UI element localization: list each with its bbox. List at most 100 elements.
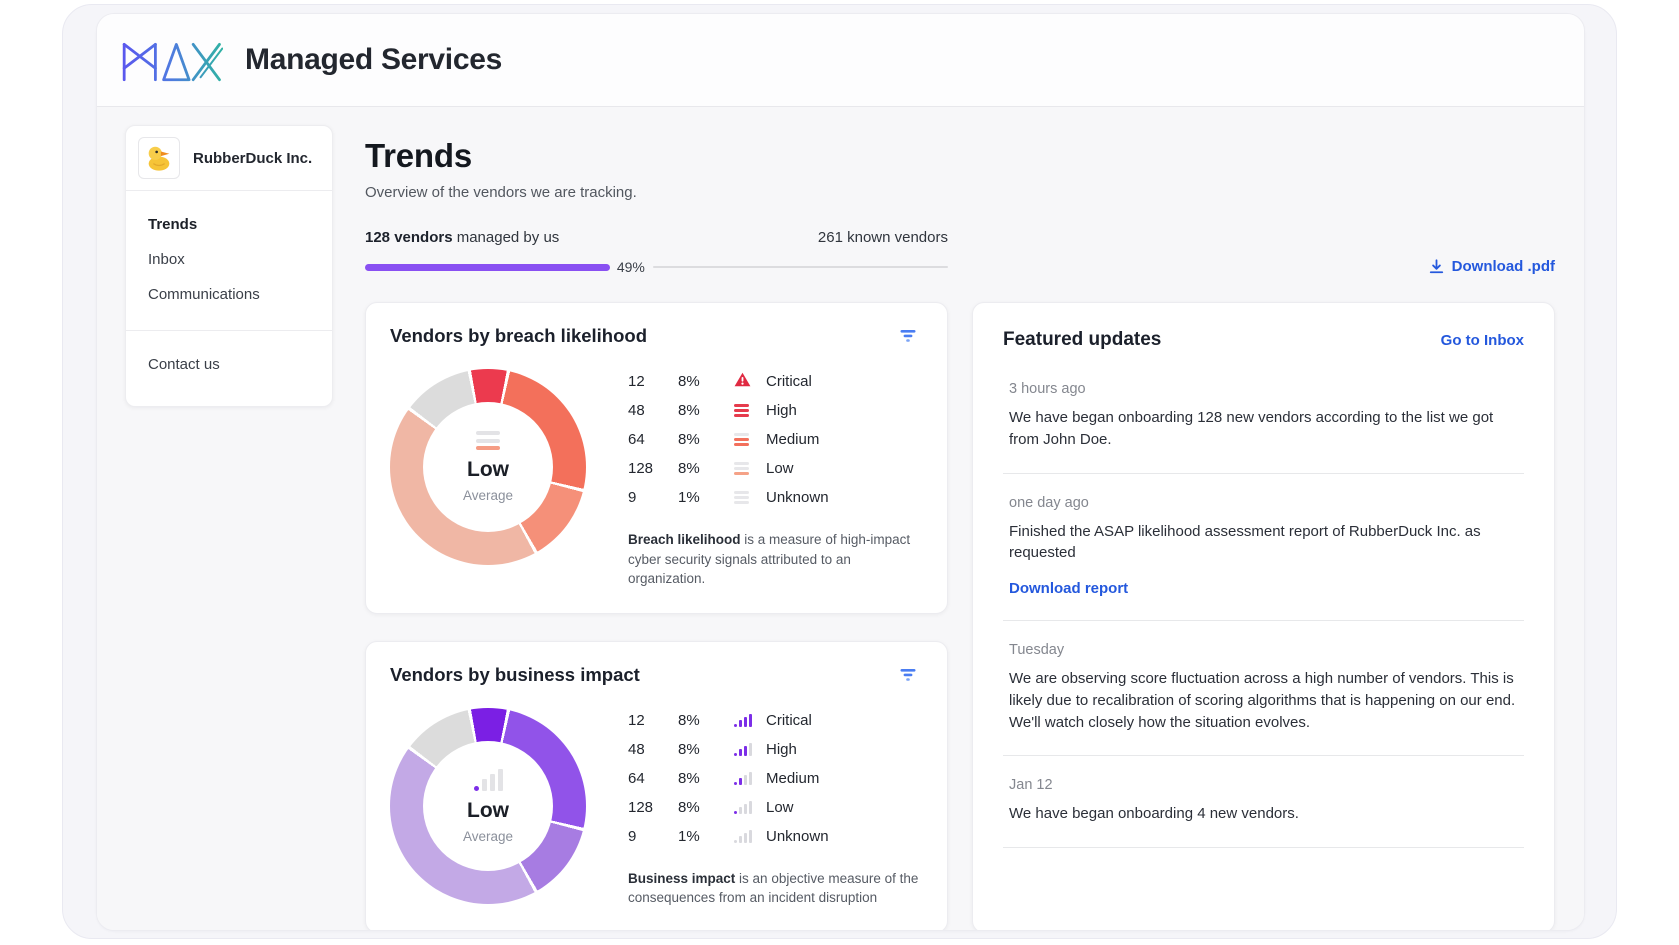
legend-percent: 8% <box>678 460 700 477</box>
sidebar-item-contact-us[interactable]: Contact us <box>148 356 220 373</box>
legend-count: 64 <box>628 431 645 448</box>
progress-track <box>652 266 948 268</box>
sidebar-nav: Trends Inbox Communications <box>126 191 332 330</box>
update-item: 3 hours ago We have began onboarding 128 … <box>1003 381 1524 474</box>
donut-center: Low Average <box>423 740 553 871</box>
card-vendors-by-breach-likelihood: Vendors by breach likelihood <box>365 302 948 614</box>
chart-legend: 12 8% Critical 48 8% High 64 8% Medium 128 8% Low 9 1… <box>628 371 921 508</box>
legend-percent: 8% <box>678 431 700 448</box>
update-text: We are observing score fluctuation acros… <box>1009 670 1516 731</box>
update-text: We have began onboarding 4 new vendors. <box>1009 805 1299 823</box>
sidebar-item-trends[interactable]: Trends <box>148 216 198 233</box>
vendor-stats: 128 vendors managed by us 261 known vend… <box>365 229 1556 276</box>
rubber-duck-icon <box>148 146 170 171</box>
chart-title: Vendors by breach likelihood <box>390 325 648 346</box>
legend-count: 9 <box>628 827 637 845</box>
sidebar-item-communications[interactable]: Communications <box>148 286 260 303</box>
go-to-inbox-link[interactable]: Go to Inbox <box>1440 331 1524 349</box>
update-timestamp: Tuesday <box>1009 642 1065 658</box>
legend-percent: 8% <box>678 711 700 729</box>
legend-count: 9 <box>628 489 637 506</box>
sidebar-footer: Contact us <box>126 331 332 406</box>
severity-high-icon <box>734 742 766 757</box>
legend-label: Medium <box>766 769 820 787</box>
progress-percent: 49% <box>616 259 645 275</box>
legend-count: 128 <box>628 798 654 816</box>
managed-vendors-label: 128 vendors managed by us <box>365 229 560 246</box>
update-text: We have began onboarding 128 new vendors… <box>1009 409 1494 448</box>
severity-high-icon <box>734 403 766 418</box>
vendor-progress-block: 128 vendors managed by us 261 known vend… <box>365 229 948 276</box>
update-item: Tuesday We are observing score fluctuatio… <box>1003 621 1524 757</box>
update-timestamp: Jan 12 <box>1009 777 1053 794</box>
window-frame: Managed Services <box>62 4 1617 939</box>
legend-row-critical: 12 8% Critical <box>628 371 921 392</box>
donut-center-label: Low <box>467 799 509 823</box>
filter-icon <box>900 330 916 342</box>
legend-label: High <box>766 402 797 419</box>
download-report-link[interactable]: Download report <box>1009 580 1129 597</box>
severity-critical-icon <box>734 713 766 728</box>
legend-row-medium: 64 8% Medium <box>628 768 921 789</box>
featured-updates-panel: Featured updates Go to Inbox 3 hours ago… <box>972 302 1555 930</box>
legend-row-unknown: 9 1% Unknown <box>628 487 921 508</box>
updates-title: Featured updates <box>1003 329 1162 350</box>
charts-column: Vendors by breach likelihood <box>365 302 948 930</box>
legend-row-low: 128 8% Low <box>628 458 921 479</box>
legend-label: High <box>766 740 797 758</box>
update-item: Jan 12 We have began onboarding 4 new ven… <box>1003 756 1524 848</box>
company-switcher[interactable]: RubberDuck Inc. <box>126 126 332 190</box>
filter-button[interactable] <box>895 325 921 347</box>
sidebar-item-inbox[interactable]: Inbox <box>148 251 185 268</box>
legend-percent: 8% <box>678 769 700 787</box>
vendor-progress-bar: 49% <box>365 258 948 276</box>
legend-label: Low <box>766 460 794 477</box>
company-name: RubberDuck Inc. <box>193 149 313 167</box>
legend-count: 12 <box>628 373 645 390</box>
severity-low-icon <box>734 800 766 815</box>
update-timestamp: 3 hours ago <box>1009 381 1086 397</box>
legend-label: Critical <box>766 711 812 729</box>
legend-label: Unknown <box>766 827 829 845</box>
download-pdf-link[interactable]: Download .pdf <box>1428 258 1555 275</box>
legend-percent: 8% <box>678 402 700 419</box>
legend-row-high: 48 8% High <box>628 739 921 760</box>
donut-center: Low Average <box>423 402 553 532</box>
chart-description: Breach likelihood is a measure of high-i… <box>628 532 911 587</box>
legend-label: Unknown <box>766 489 829 506</box>
legend-row-critical: 12 8% Critical <box>628 710 921 731</box>
sidebar-divider <box>126 330 332 331</box>
legend-count: 48 <box>628 740 645 758</box>
sidebar-divider <box>126 190 332 191</box>
severity-low-icon <box>734 461 766 476</box>
app-title: Managed Services <box>245 43 502 76</box>
legend-label: Critical <box>766 373 812 390</box>
chart-description: Business impact is an objective measure … <box>628 870 919 906</box>
severity-medium-icon <box>734 432 766 447</box>
donut-center-sublabel: Average <box>462 829 514 845</box>
app-window: Managed Services <box>96 13 1585 931</box>
legend-label: Medium <box>766 431 820 448</box>
card-vendors-by-business-impact: Vendors by business impact <box>365 640 948 930</box>
legend-count: 48 <box>628 402 645 419</box>
filter-button[interactable] <box>895 664 921 686</box>
known-vendors-label: 261 known vendors <box>817 229 948 246</box>
donut-center-sublabel: Average <box>462 488 514 503</box>
legend-percent: 8% <box>678 373 700 390</box>
legend-row-unknown: 9 1% Unknown <box>628 826 921 847</box>
legend-count: 128 <box>628 460 654 477</box>
legend-count: 12 <box>628 711 645 729</box>
progress-fill <box>365 263 610 271</box>
max-logo <box>122 42 223 82</box>
legend-percent: 1% <box>678 489 700 506</box>
impact-level-icon <box>473 767 503 792</box>
severity-level-icon <box>476 431 500 450</box>
page-subtitle: Overview of the vendors we are tracking. <box>365 184 637 201</box>
main-area: Trends Overview of the vendors we are tr… <box>365 125 1556 930</box>
update-timestamp: one day ago <box>1009 494 1089 511</box>
company-avatar <box>138 137 180 179</box>
update-text: Finished the ASAP likelihood assessment … <box>1009 522 1481 562</box>
chart-legend: 12 8% Critical 48 8% High 64 8% Medium 128 8% Low 9 1… <box>628 710 921 847</box>
donut-chart: Low Average <box>390 707 586 904</box>
